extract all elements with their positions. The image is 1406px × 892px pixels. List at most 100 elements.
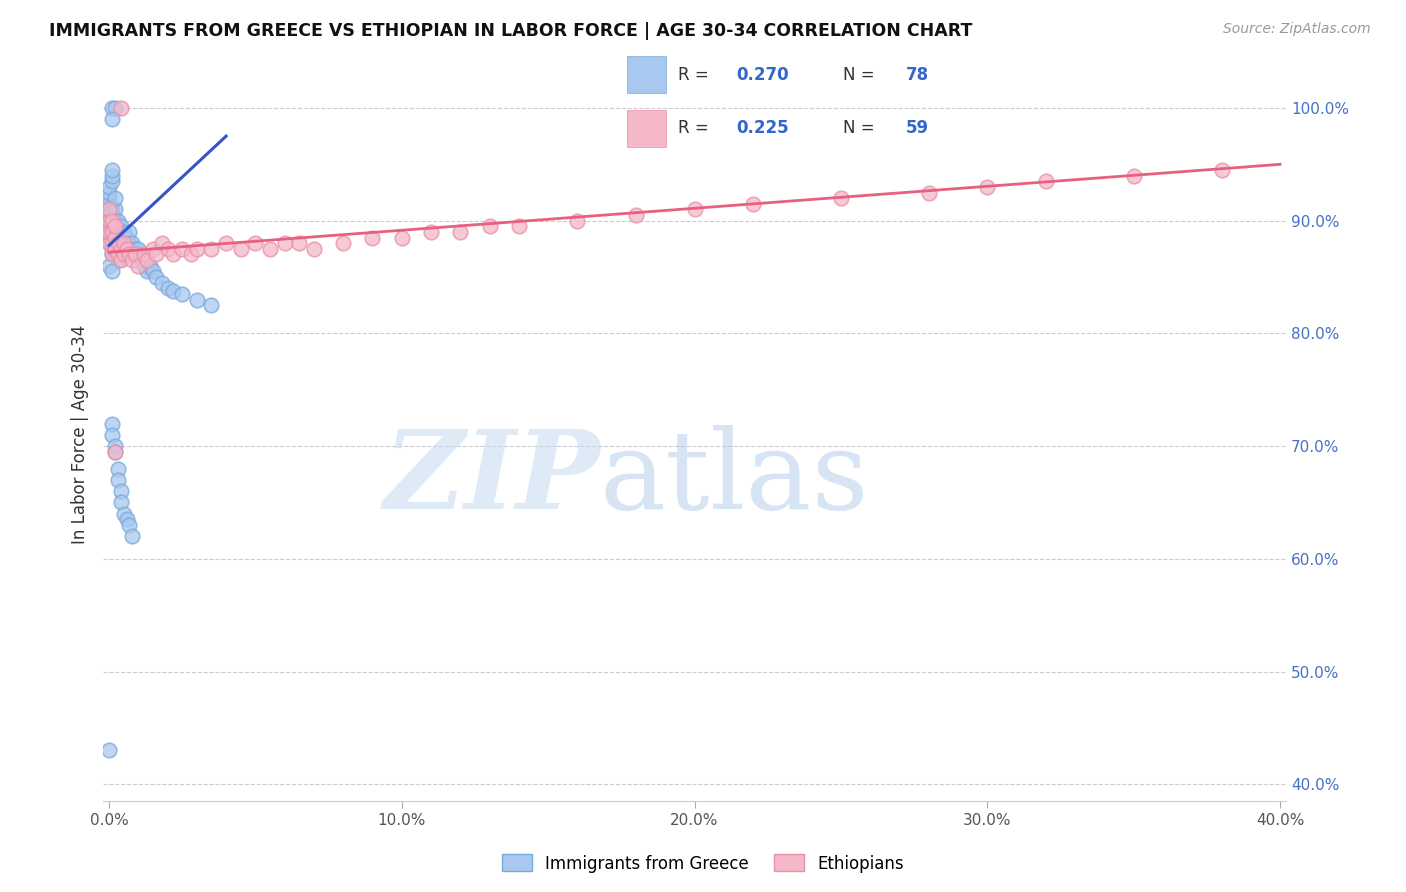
Point <box>302 242 325 256</box>
Point <box>104 247 127 261</box>
Point <box>98 208 121 222</box>
Point <box>134 259 156 273</box>
Point <box>142 264 165 278</box>
Point <box>624 208 647 222</box>
Point <box>118 518 141 533</box>
Point <box>1035 174 1057 188</box>
Point <box>104 191 127 205</box>
Point <box>134 247 156 261</box>
Point <box>104 242 127 256</box>
Point <box>110 253 132 268</box>
Point <box>449 225 471 239</box>
Point <box>101 101 124 115</box>
Point <box>200 298 222 312</box>
Point <box>976 179 998 194</box>
Point <box>101 230 124 244</box>
Legend: Immigrants from Greece, Ethiopians: Immigrants from Greece, Ethiopians <box>495 847 911 880</box>
Point <box>215 236 238 251</box>
Point <box>391 230 413 244</box>
Text: N =: N = <box>844 66 880 84</box>
Point <box>136 253 159 268</box>
Point <box>830 191 852 205</box>
Point <box>918 186 941 200</box>
Point <box>136 264 159 278</box>
Point <box>361 230 384 244</box>
Point <box>186 242 208 256</box>
Point <box>129 253 152 268</box>
Point <box>124 242 146 256</box>
Point <box>115 230 138 244</box>
Point <box>104 439 127 453</box>
Point <box>127 247 149 261</box>
Point <box>112 507 135 521</box>
Point <box>98 225 121 239</box>
Point <box>567 213 589 227</box>
Point <box>186 293 208 307</box>
Point <box>101 202 124 217</box>
Point <box>101 247 124 261</box>
Point <box>104 219 127 234</box>
Point <box>332 236 354 251</box>
Point <box>101 247 124 261</box>
Text: R =: R = <box>678 120 714 137</box>
Point <box>98 236 121 251</box>
Point <box>98 179 121 194</box>
Point <box>107 236 129 251</box>
Point <box>139 259 162 273</box>
Point <box>104 213 127 227</box>
Point <box>121 236 143 251</box>
Point <box>145 270 167 285</box>
Point <box>124 247 146 261</box>
Point <box>478 219 501 234</box>
Point <box>115 512 138 526</box>
Point <box>101 213 124 227</box>
Point <box>127 242 149 256</box>
Point <box>110 236 132 251</box>
Text: 0.225: 0.225 <box>737 120 789 137</box>
Point <box>107 247 129 261</box>
Point <box>121 242 143 256</box>
Point <box>127 259 149 273</box>
Text: atlas: atlas <box>600 425 869 533</box>
Point <box>98 219 121 234</box>
Text: IMMIGRANTS FROM GREECE VS ETHIOPIAN IN LABOR FORCE | AGE 30-34 CORRELATION CHART: IMMIGRANTS FROM GREECE VS ETHIOPIAN IN L… <box>49 22 973 40</box>
Point <box>101 219 124 234</box>
Point <box>142 242 165 256</box>
Point <box>104 444 127 458</box>
Point <box>104 101 127 115</box>
Point <box>98 225 121 239</box>
Point <box>98 743 121 757</box>
Point <box>107 253 129 268</box>
Text: 0.270: 0.270 <box>737 66 789 84</box>
Point <box>101 169 124 183</box>
Point <box>162 284 184 298</box>
Point <box>121 253 143 268</box>
Text: Source: ZipAtlas.com: Source: ZipAtlas.com <box>1223 22 1371 37</box>
Point <box>288 236 311 251</box>
Point <box>107 213 129 227</box>
Point <box>121 529 143 543</box>
Point <box>107 225 129 239</box>
Point <box>101 174 124 188</box>
Point <box>112 247 135 261</box>
Point <box>110 101 132 115</box>
Point <box>172 242 194 256</box>
Point <box>101 112 124 127</box>
Point <box>683 202 706 217</box>
Point <box>742 196 765 211</box>
Point <box>150 276 173 290</box>
Point <box>229 242 252 256</box>
Point <box>156 281 179 295</box>
Point <box>1211 163 1233 178</box>
Point <box>118 236 141 251</box>
Text: 59: 59 <box>905 120 929 137</box>
Point <box>98 196 121 211</box>
Text: 78: 78 <box>905 66 929 84</box>
Point <box>118 225 141 239</box>
FancyBboxPatch shape <box>627 56 666 94</box>
Point <box>101 242 124 256</box>
Point <box>259 242 281 256</box>
Point <box>112 236 135 251</box>
Point <box>101 427 124 442</box>
Point <box>101 417 124 431</box>
